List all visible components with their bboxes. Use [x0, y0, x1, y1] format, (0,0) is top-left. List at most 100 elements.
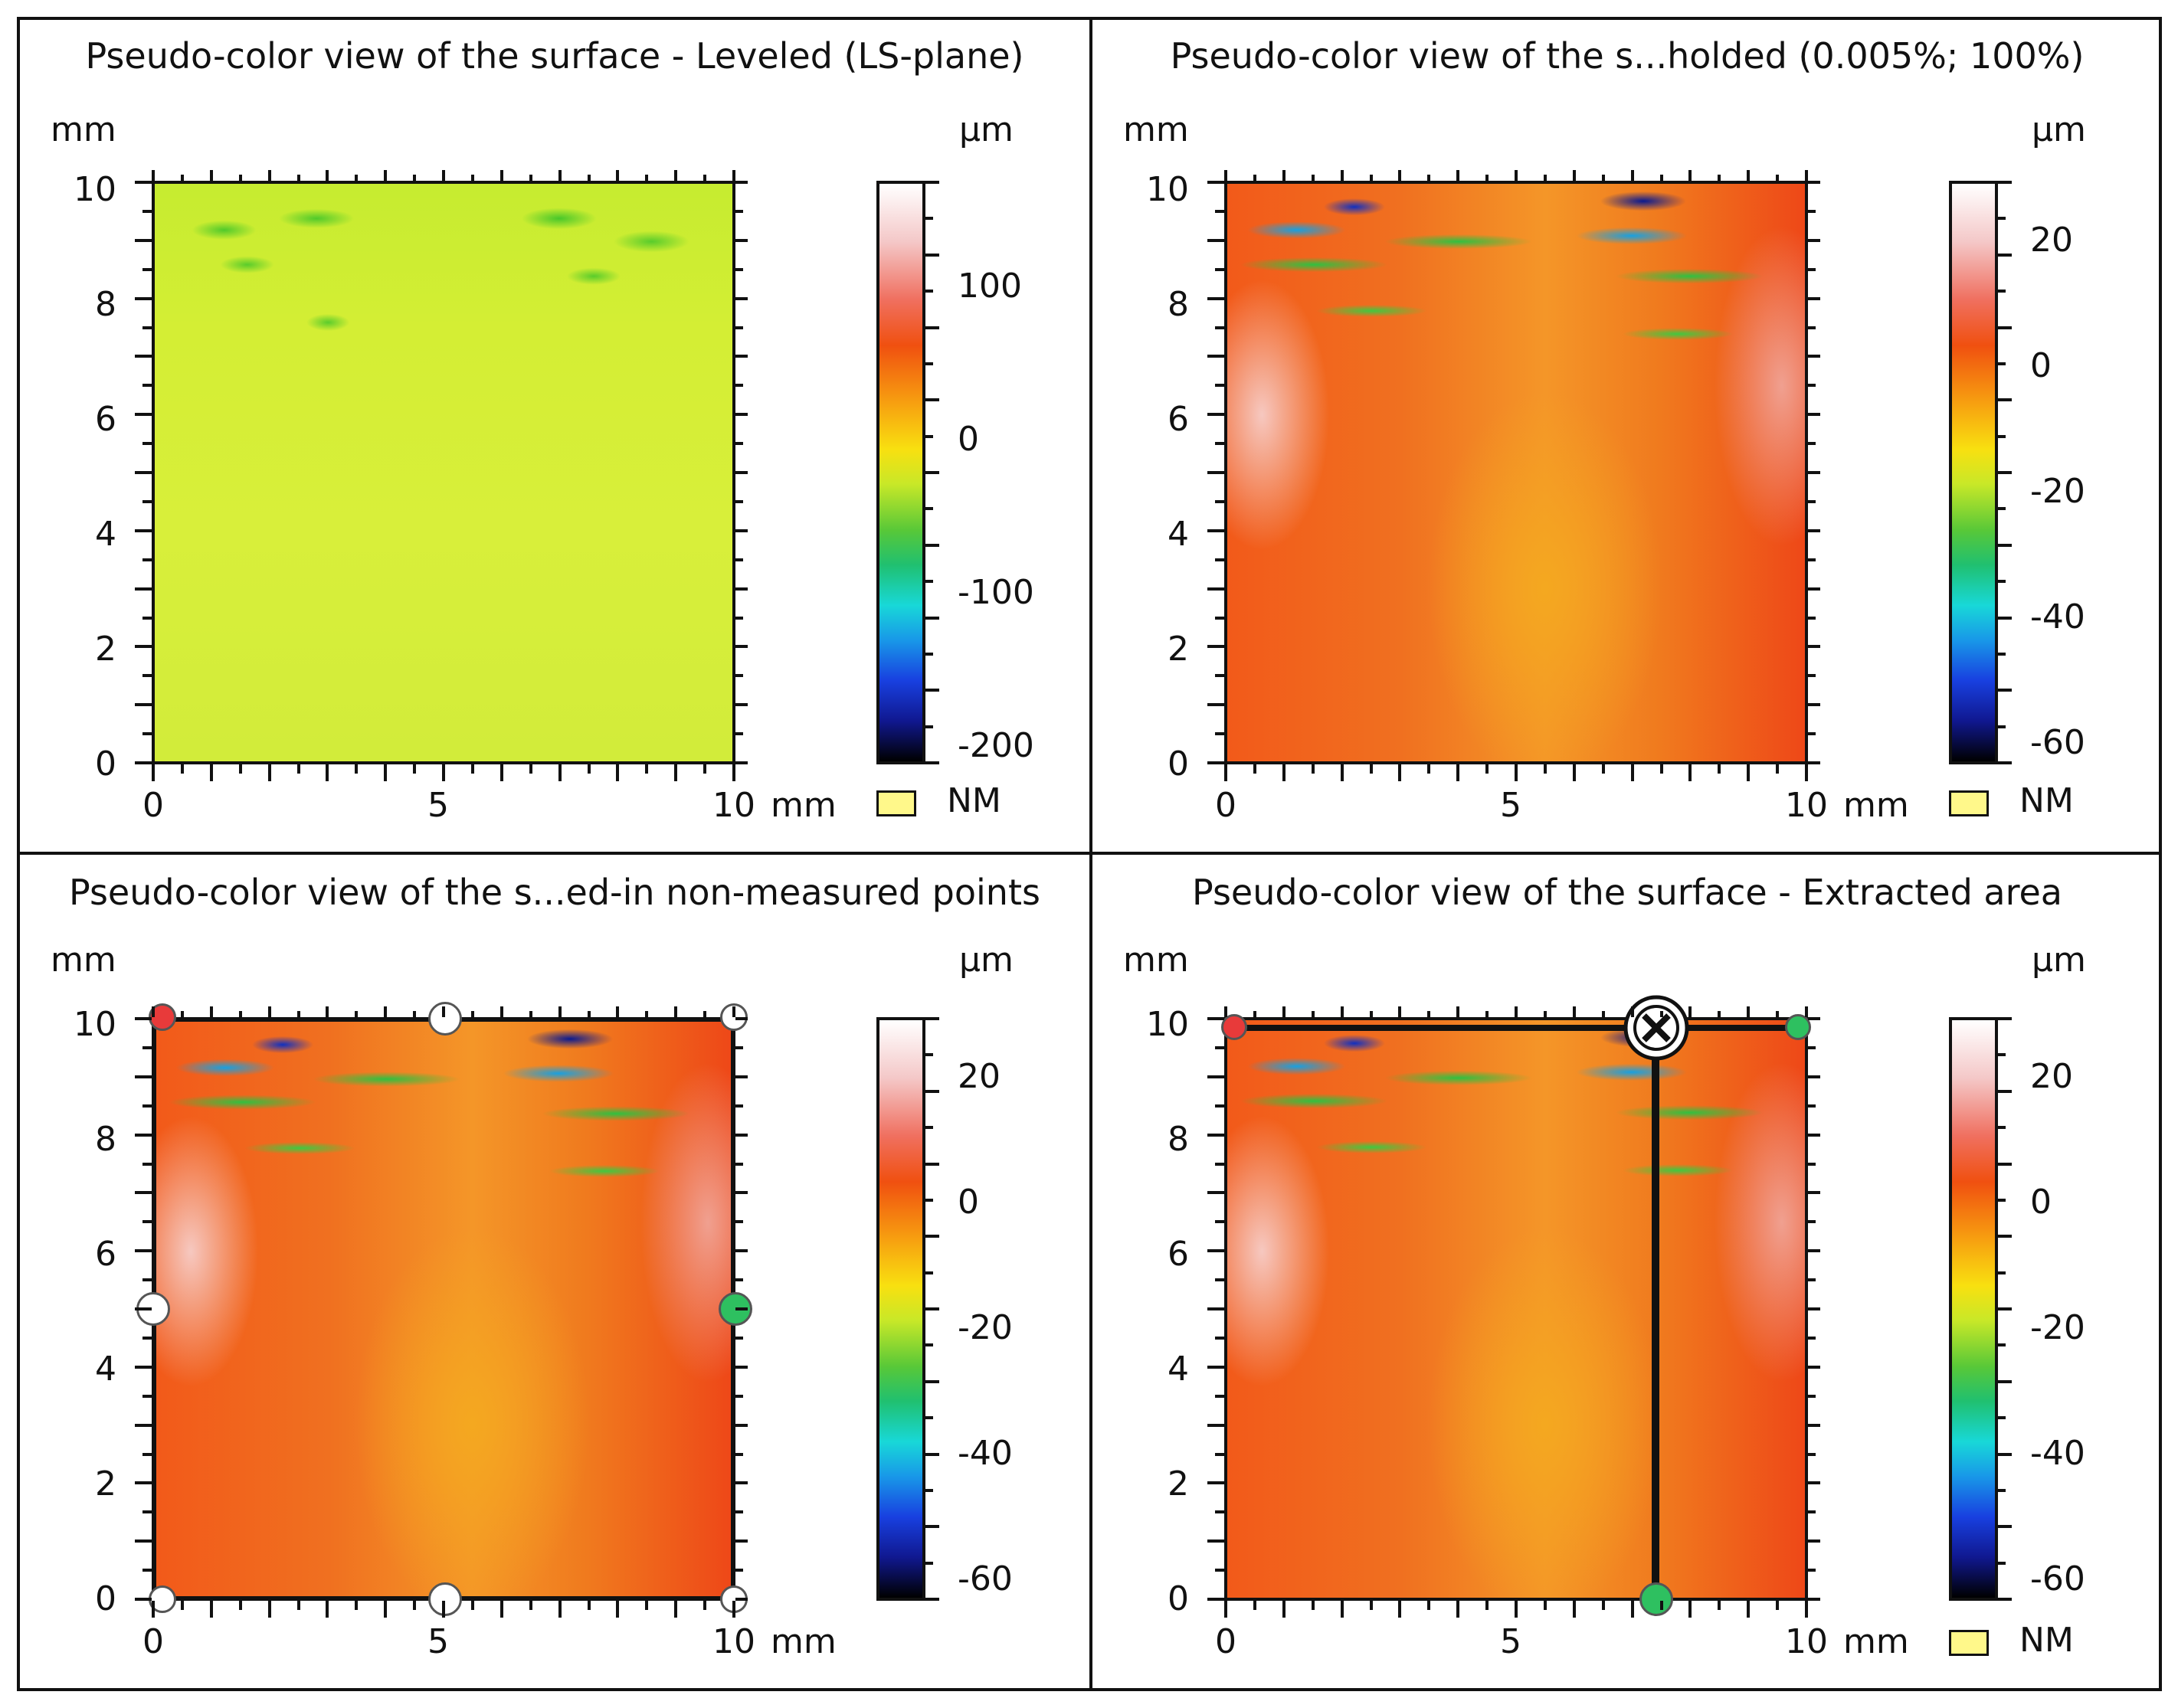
y-axis-tick [735, 761, 748, 764]
color-scale-tick [1998, 181, 2012, 184]
color-scale-tick [925, 543, 939, 547]
y-axis-tick [735, 732, 743, 736]
color-scale-tick [1998, 362, 2006, 365]
y-axis-tick [1808, 703, 1820, 707]
x-tick-label: 5 [427, 786, 449, 825]
y-axis-tick [1207, 587, 1224, 591]
y-axis-tick [1207, 528, 1224, 532]
y-axis-tick [1808, 1452, 1816, 1456]
y-axis-tick [735, 1452, 743, 1456]
x-axis-tick [1224, 1006, 1227, 1017]
corner-handle[interactable] [1221, 1014, 1247, 1040]
y-axis-tick [1808, 558, 1816, 561]
y-axis-tick [1808, 1220, 1816, 1224]
y-axis-tick [1808, 181, 1820, 184]
x-axis-tick [1485, 175, 1489, 181]
x-axis-tick [1630, 1601, 1634, 1618]
color-scale-tick [925, 398, 939, 402]
line-end-handle[interactable] [1639, 1582, 1673, 1616]
x-axis-tick [1805, 170, 1808, 181]
y-axis-tick [1215, 1336, 1224, 1340]
x-axis-tick [326, 1601, 329, 1618]
x-axis-tick [1718, 764, 1721, 774]
x-axis-tick [1601, 1601, 1605, 1610]
move-cross-icon[interactable] [1621, 993, 1692, 1063]
y-tick-label: 10 [1146, 1005, 1189, 1044]
y-axis-tick [135, 703, 152, 707]
color-scale-label: 0 [2030, 1183, 2052, 1222]
color-scale-tick [925, 290, 933, 293]
y-tick-label: 4 [1168, 1350, 1189, 1389]
y-axis-tick [1215, 616, 1224, 620]
x-axis-tick [1688, 764, 1692, 781]
x-axis-tick [1398, 1601, 1402, 1618]
x-tick-label: 10 [712, 1622, 755, 1661]
panel-title: Pseudo-color view of the surface - Level… [85, 35, 1024, 77]
y-axis-tick [735, 1191, 748, 1195]
y-axis-tick [735, 499, 743, 503]
y-axis-tick [1207, 355, 1224, 358]
extraction-line-vertical[interactable] [1652, 1025, 1659, 1599]
color-scale-tick [1998, 1452, 2012, 1456]
x-axis-tick [529, 764, 532, 774]
x-axis-tick [1224, 1601, 1227, 1618]
y-tick-label: 0 [1168, 1579, 1189, 1618]
x-axis-tick [355, 764, 359, 774]
color-scale-label: 20 [2030, 221, 2073, 260]
color-scale-tick [925, 471, 939, 474]
y-axis-tick [1215, 1162, 1224, 1166]
x-axis-tick [1659, 1601, 1663, 1610]
y-axis-tick [135, 1017, 152, 1020]
y-axis-tick [735, 442, 743, 446]
y-axis-unit: mm [51, 941, 116, 980]
nm-legend-swatch [1949, 790, 1989, 816]
x-tick-label: 0 [1215, 786, 1236, 825]
color-scale-tick [925, 1416, 933, 1420]
y-axis-tick [142, 732, 152, 736]
x-axis-tick [384, 1006, 388, 1017]
y-axis-tick [142, 1278, 152, 1282]
color-scale-label: -20 [2030, 472, 2085, 511]
x-tick-label: 0 [142, 1622, 164, 1661]
x-axis-tick [1253, 764, 1256, 774]
color-scale-tick [925, 434, 933, 438]
color-scale-label: 0 [958, 420, 979, 459]
y-axis-tick [735, 296, 748, 300]
x-axis-tick [1659, 764, 1663, 774]
y-axis-tick [1207, 1481, 1224, 1485]
color-scale-tick [1998, 434, 2006, 438]
x-axis-tick [1601, 175, 1605, 181]
y-tick-label: 4 [1168, 515, 1189, 554]
color-scale-tick [925, 616, 939, 620]
x-axis-tick [180, 764, 184, 774]
y-axis-tick [135, 1307, 152, 1310]
y-axis-tick [135, 1249, 152, 1253]
color-scale-tick [925, 1089, 939, 1093]
y-axis-tick [735, 1075, 748, 1078]
y-axis-tick [735, 1394, 743, 1398]
x-axis-tick [1776, 1601, 1780, 1610]
y-tick-label: 4 [95, 515, 116, 554]
color-scale-tick [1998, 1198, 2006, 1202]
x-axis-tick [1543, 1601, 1547, 1610]
edge-handle[interactable] [428, 1582, 462, 1616]
y-tick-label: 8 [95, 1120, 116, 1159]
color-scale-tick [1998, 689, 2012, 692]
edge-handle[interactable] [428, 1002, 462, 1036]
corner-handle[interactable] [1785, 1014, 1811, 1040]
y-axis-tick [735, 1481, 748, 1485]
x-axis-tick [1543, 764, 1547, 774]
y-axis-tick [142, 1452, 152, 1456]
y-axis-tick [1207, 181, 1224, 184]
y-tick-label: 10 [74, 1005, 116, 1044]
nm-legend-label: NM [947, 781, 1001, 820]
x-axis-tick [1572, 1601, 1576, 1618]
color-scale-tick [1998, 326, 2012, 329]
x-tick-label: 10 [1785, 1622, 1828, 1661]
x-axis-tick [587, 764, 591, 774]
color-scale-tick [925, 1452, 939, 1456]
y-axis-tick [1808, 209, 1816, 213]
x-axis-tick [1776, 764, 1780, 774]
y-axis-tick [735, 355, 748, 358]
z-axis-unit: µm [2032, 110, 2086, 149]
